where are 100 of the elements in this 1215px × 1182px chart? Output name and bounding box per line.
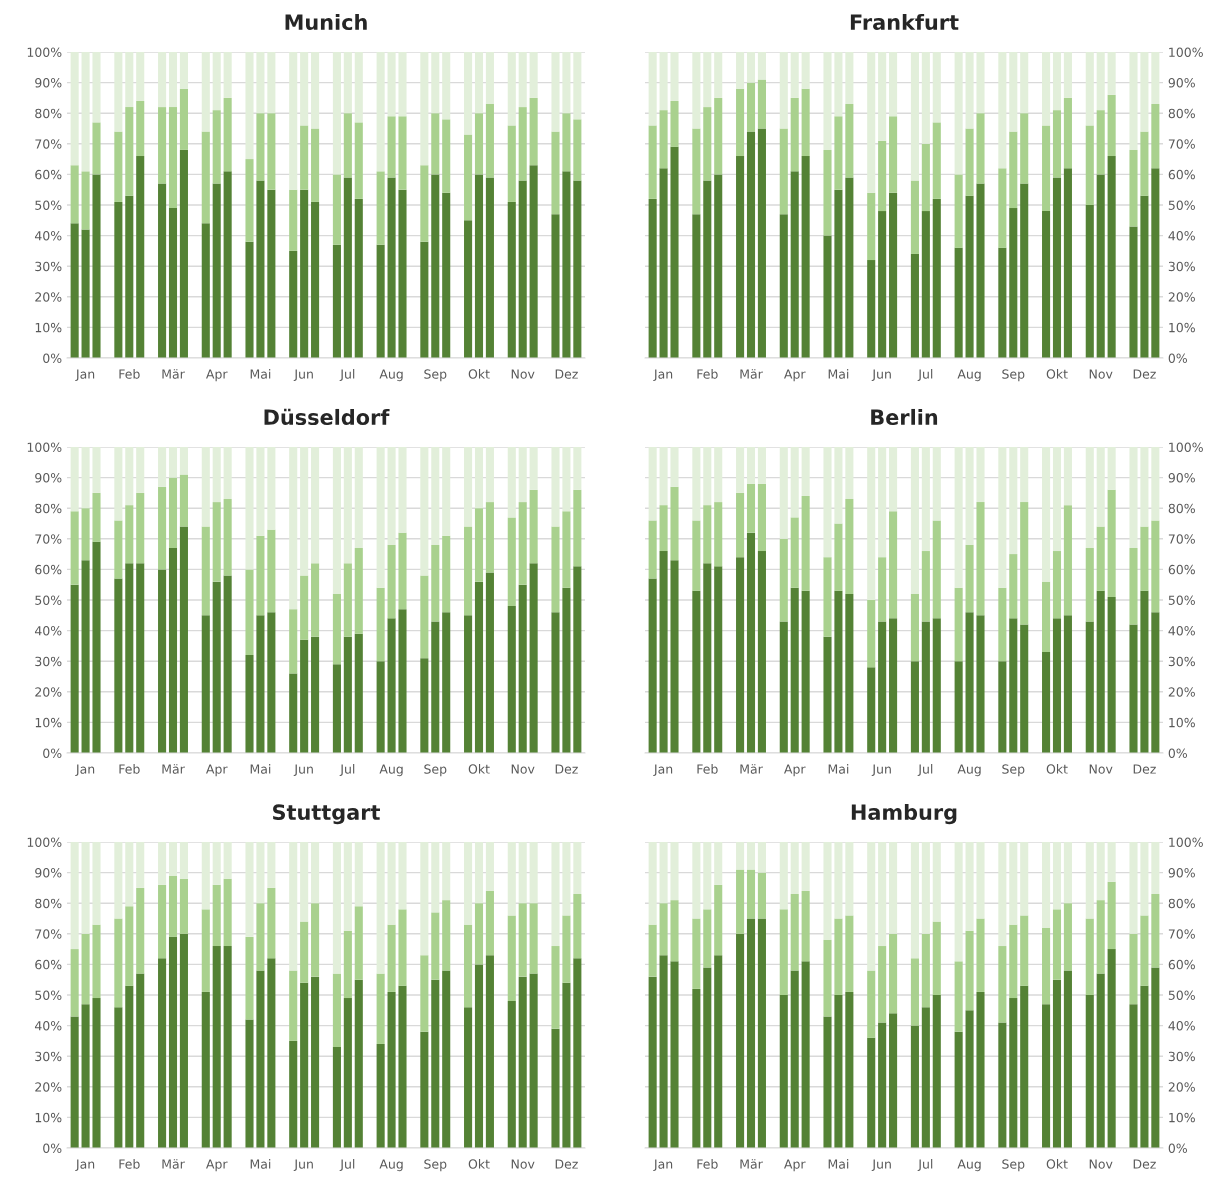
bar [757, 128, 766, 358]
bar [998, 52, 1007, 169]
bar [376, 52, 385, 172]
bar [1107, 447, 1116, 490]
y2-tick-label: 30% [1168, 1051, 1195, 1062]
bar [703, 909, 712, 968]
x-tick-label: Apr [784, 1159, 806, 1172]
bar [976, 502, 985, 616]
bar [845, 177, 854, 358]
bar [70, 165, 79, 224]
bar [910, 593, 919, 662]
bar [420, 165, 429, 242]
bar [746, 532, 756, 753]
bar [125, 985, 134, 1148]
bar [932, 447, 941, 521]
bar [867, 842, 876, 971]
bar [932, 995, 941, 1148]
bar [1085, 205, 1094, 358]
x-tick-label: Sep [1002, 764, 1025, 777]
bar [932, 52, 941, 123]
bar [714, 52, 723, 98]
bar [223, 878, 232, 947]
bar [1042, 125, 1051, 212]
bar [659, 110, 668, 169]
y2-tick-label: 90% [1168, 78, 1195, 88]
bar [398, 532, 407, 610]
bar [965, 1010, 974, 1148]
bar [376, 171, 385, 245]
bar [92, 842, 101, 925]
bar [878, 140, 887, 212]
bar [921, 842, 930, 934]
bar [256, 52, 265, 114]
bar [910, 661, 919, 753]
bar [1063, 447, 1072, 506]
bar [801, 447, 810, 496]
x-tick-label: Jul [339, 1159, 355, 1172]
bar [1096, 973, 1105, 1148]
bar [485, 52, 494, 105]
bar [529, 563, 538, 753]
bar [311, 128, 320, 202]
bar [889, 192, 898, 358]
bar [845, 52, 854, 105]
y2-tick-label: 90% [1168, 473, 1195, 483]
bar [507, 447, 516, 518]
bar [790, 171, 799, 358]
bar [354, 122, 363, 199]
bar [670, 486, 679, 561]
x-tick-label: Mai [250, 1159, 271, 1169]
y2-tick-label: 80% [1168, 503, 1195, 514]
x-tick-label: Nov [511, 764, 535, 774]
x-tick-label: Jan [75, 764, 95, 777]
bar [801, 842, 810, 891]
bar [1096, 174, 1105, 358]
bar [965, 544, 974, 613]
bar [387, 177, 396, 358]
y2-tick-label: 20% [1168, 687, 1195, 697]
bar [790, 517, 799, 588]
bar [551, 214, 560, 358]
y-tick-label: 20% [35, 687, 62, 697]
bar [1020, 447, 1029, 503]
bar [1129, 933, 1138, 1005]
bar [343, 447, 352, 564]
bar [158, 569, 167, 753]
bar [81, 52, 90, 172]
bar [692, 520, 701, 591]
bar [485, 572, 494, 753]
bar [387, 52, 396, 117]
bar [212, 842, 221, 885]
x-tick-label: Mai [828, 764, 849, 774]
bar [670, 146, 679, 358]
bar [736, 156, 745, 358]
x-tick-label: Sep [424, 764, 447, 777]
bar [1020, 183, 1029, 358]
bar [1042, 842, 1051, 928]
bar [736, 88, 745, 157]
bar [1107, 52, 1116, 95]
bar [659, 52, 668, 111]
bar [311, 563, 320, 637]
bar [354, 547, 363, 634]
x-tick-label: Jan [653, 1159, 673, 1172]
bar [921, 447, 930, 552]
bar [1140, 915, 1149, 986]
bar [1063, 903, 1072, 971]
bar [910, 180, 919, 254]
bar [201, 131, 210, 224]
bar [245, 52, 254, 160]
bar [976, 113, 985, 184]
bar [136, 887, 145, 974]
bar [551, 52, 560, 132]
bar [179, 447, 188, 475]
bar [223, 575, 232, 753]
bar [998, 1022, 1007, 1148]
bar [1009, 554, 1018, 619]
x-tick-label: Jan [75, 369, 95, 382]
x-tick-label: Aug [957, 764, 981, 777]
bar [889, 511, 898, 619]
y-tick-label: 70% [35, 139, 62, 149]
bar [1052, 110, 1062, 178]
bar [746, 483, 756, 533]
y-tick-label: 90% [35, 473, 62, 483]
